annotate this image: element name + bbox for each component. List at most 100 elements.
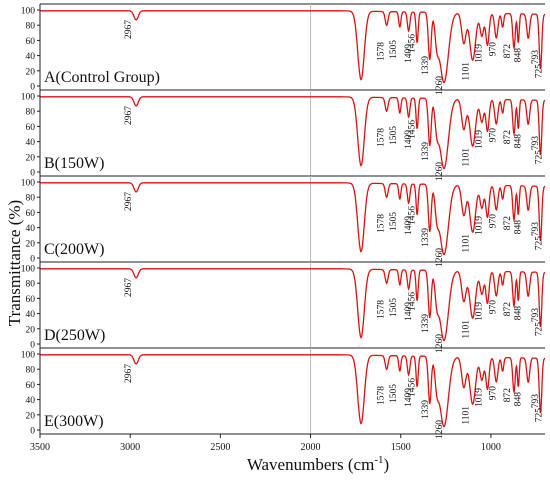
y-tick-label: 80: [26, 366, 36, 376]
y-tick-label: 60: [26, 123, 36, 133]
peak-label: 1578: [377, 386, 387, 405]
peak-label: 1409: [404, 216, 414, 235]
peak-label: 725: [534, 408, 544, 423]
y-tick-label: 40: [26, 138, 36, 148]
peak-label: 872: [503, 130, 513, 145]
peak-label: 848: [513, 220, 523, 235]
peak-label: 848: [513, 306, 523, 321]
peak-label: 872: [503, 388, 513, 403]
peak-label: 1578: [377, 214, 387, 233]
peak-label: 1260: [435, 76, 445, 95]
y-axis-label: Transmittance (%): [5, 200, 24, 326]
peak-label: 1339: [421, 314, 431, 333]
peak-label: 2967: [124, 364, 134, 383]
peak-label: 970: [488, 214, 498, 229]
y-tick-label: 40: [26, 224, 36, 234]
peak-label: 1456: [408, 34, 418, 53]
peak-label: 1019: [474, 216, 484, 235]
y-tick-label: 60: [26, 381, 36, 391]
peak-label: 1019: [474, 302, 484, 321]
peak-label: 1101: [462, 406, 472, 425]
x-axis-label-end: ): [384, 455, 390, 474]
y-tick-label: 20: [26, 153, 36, 163]
x-axis-label: Wavenumbers (cm-1): [247, 454, 389, 474]
peak-label: 1260: [435, 248, 445, 267]
y-tick-label: 100: [21, 179, 36, 189]
peak-label: 1578: [377, 42, 387, 61]
peak-label: 1409: [404, 44, 414, 63]
peak-label: 1505: [389, 212, 399, 231]
peak-label: 725: [534, 236, 544, 251]
y-tick-label: 0: [30, 341, 35, 351]
peak-label: 970: [488, 128, 498, 143]
series-name: B(150W): [44, 155, 104, 172]
peak-label: 872: [503, 216, 513, 231]
peak-label: 1339: [421, 56, 431, 75]
peak-label: 848: [513, 134, 523, 149]
y-tick-label: 20: [26, 325, 36, 335]
peak-label: 1505: [389, 384, 399, 403]
peak-label: 872: [503, 302, 513, 317]
x-axis-label-main: Wavenumbers (cm: [247, 455, 375, 474]
peak-label: 1578: [377, 128, 387, 147]
peak-label: 1101: [462, 320, 472, 339]
peak-label: 793: [531, 222, 541, 237]
y-tick-label: 80: [26, 22, 36, 32]
x-tick-label: 2500: [210, 442, 230, 453]
y-tick-label: 60: [26, 209, 36, 219]
y-tick-label: 60: [26, 37, 36, 47]
y-tick-label: 20: [26, 67, 36, 77]
peak-label: 2967: [124, 20, 134, 39]
y-tick-label: 0: [30, 427, 35, 437]
peak-label: 725: [534, 150, 544, 165]
y-tick-label: 80: [26, 194, 36, 204]
y-tick-label: 60: [26, 295, 36, 305]
peak-label: 872: [503, 44, 513, 59]
y-tick-label: 40: [26, 396, 36, 406]
series-name: A(Control Group): [44, 69, 160, 86]
x-axis: 3500 3000 2500 2000 1500 1000: [30, 4, 545, 453]
spectrum-line: [40, 182, 546, 256]
x-tick-label: 2000: [301, 442, 321, 453]
peak-label: 1505: [389, 40, 399, 59]
peak-label: 793: [531, 308, 541, 323]
peak-label: 848: [513, 392, 523, 407]
peak-label: 725: [534, 322, 544, 337]
peak-label: 793: [531, 394, 541, 409]
peak-label: 1260: [435, 420, 445, 439]
peak-label: 1101: [462, 148, 472, 167]
y-tick-label: 40: [26, 52, 36, 62]
y-tick-label: 100: [21, 351, 36, 361]
peak-label: 2967: [124, 106, 134, 125]
peak-label: 2967: [124, 278, 134, 297]
peak-label: 1019: [474, 388, 484, 407]
peak-label: 1409: [404, 388, 414, 407]
peak-label: 970: [488, 42, 498, 57]
y-tick-label: 80: [26, 280, 36, 290]
x-tick-label: 1500: [391, 442, 411, 453]
spectrum-line: [40, 268, 546, 342]
y-tick-label: 40: [26, 310, 36, 320]
peak-label: 1339: [421, 400, 431, 419]
y-tick-label: 0: [30, 255, 35, 265]
peak-label: 1578: [377, 300, 387, 319]
x-tick-label: 3500: [30, 442, 50, 453]
y-tick-label: 0: [30, 83, 35, 93]
peak-label: 793: [531, 136, 541, 151]
peak-label: 1019: [474, 44, 484, 63]
series-name: D(250W): [44, 327, 105, 344]
peak-label: 1456: [408, 378, 418, 397]
peak-label: 1260: [435, 162, 445, 181]
peak-label: 1409: [404, 130, 414, 149]
x-axis-label-sup: -1: [374, 454, 383, 466]
peak-label: 1101: [462, 234, 472, 253]
series-name: C(200W): [44, 241, 104, 258]
